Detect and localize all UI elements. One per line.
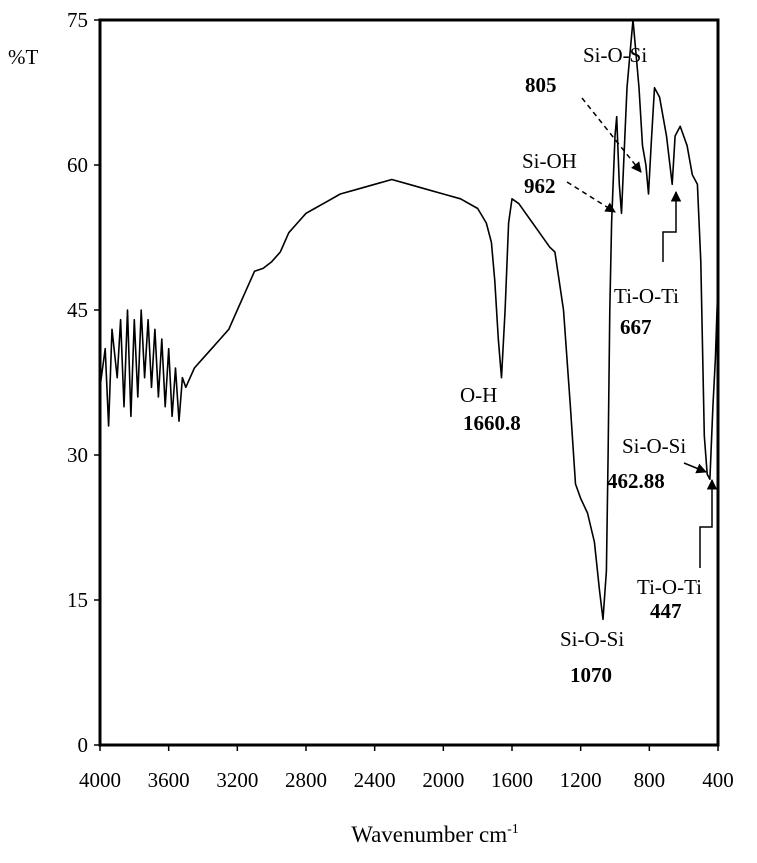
annotation-label: O-H [460, 383, 497, 407]
x-tick-label: 400 [702, 768, 734, 792]
annotation-arrow [566, 181, 616, 213]
annotation-label: Si-O-Si [622, 434, 686, 458]
spectrum-line [99, 19, 719, 621]
x-tick-label: 1200 [560, 768, 602, 792]
annotation-arrow [699, 478, 718, 568]
annotation-value: 1660.8 [463, 411, 521, 435]
x-tick-label: 3600 [148, 768, 190, 792]
annotation-value: 667 [620, 315, 652, 339]
annotation-label: Ti-O-Ti [614, 284, 679, 308]
annotation-value: 1070 [570, 663, 612, 687]
annotation-label: Ti-O-Ti [637, 575, 702, 599]
y-tick-label: 0 [78, 733, 89, 757]
annotation-label: Si-OH [522, 149, 577, 173]
y-tick-label: 60 [67, 153, 88, 177]
annotation-arrow [662, 190, 682, 262]
y-tick-label: 75 [67, 8, 88, 32]
x-tick-label: 2400 [354, 768, 396, 792]
annotation-label: Si-O-Si [583, 43, 647, 67]
x-tick-label: 2800 [285, 768, 327, 792]
x-tick-label: 1600 [491, 768, 533, 792]
annotation-arrow [683, 462, 707, 474]
annotation-label: Si-O-Si [560, 627, 624, 651]
y-tick-label: 45 [67, 298, 88, 322]
annotation-value: 962 [524, 174, 556, 198]
x-tick-label: 800 [634, 768, 666, 792]
y-axis-label: %T [8, 45, 38, 69]
x-tick-label: 3200 [216, 768, 258, 792]
annotation-value: 462.88 [607, 469, 665, 493]
annotation-arrow [581, 97, 642, 173]
annotation-value: 447 [650, 599, 682, 623]
x-tick-label: 4000 [79, 768, 121, 792]
x-tick-label: 2000 [422, 768, 464, 792]
x-axis-label: Wavenumber cm-1 [351, 822, 519, 847]
y-tick-label: 30 [67, 443, 88, 467]
y-tick-label: 15 [67, 588, 88, 612]
annotation-value: 805 [525, 73, 557, 97]
